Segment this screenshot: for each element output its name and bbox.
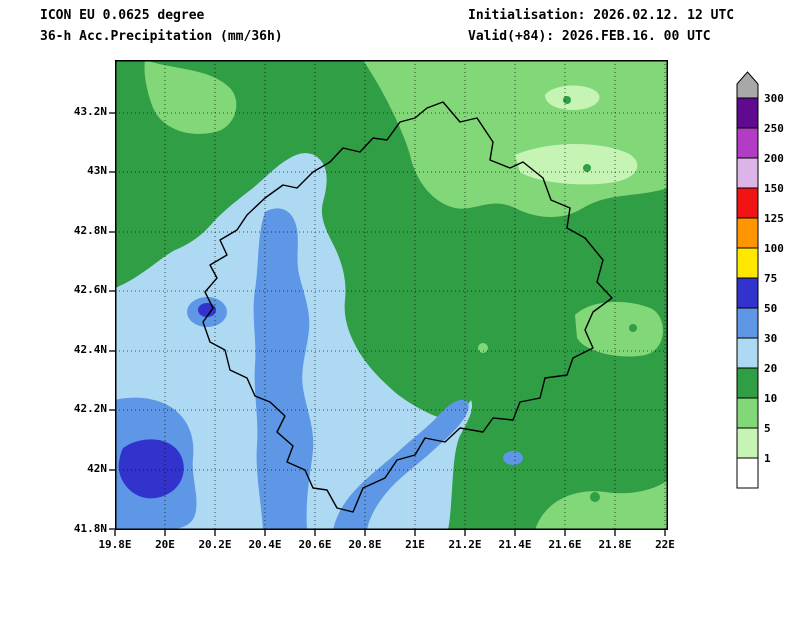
lat-tick-label: 43.2N <box>73 105 107 118</box>
legend-label: 5 <box>764 422 771 435</box>
precip-area-1-5mm-streak-small <box>545 85 600 110</box>
lat-tick-label: 42.8N <box>73 224 107 237</box>
legend-label: 1 <box>764 452 771 465</box>
valid-time: Valid(+84): 2026.FEB.16. 00 UTC <box>468 29 711 44</box>
lat-tick-label: 42.4N <box>73 343 107 356</box>
precip-spot-30-50mm <box>503 451 523 465</box>
legend-label: 20 <box>764 362 777 375</box>
legend-swatch-50-75 <box>736 277 759 309</box>
precip-max-50-75mm-west <box>198 303 216 317</box>
precip-spot-10-20mm <box>563 96 571 104</box>
lon-tick-label: 20E <box>155 538 175 551</box>
precipitation-field <box>115 60 668 530</box>
legend-label: 200 <box>764 152 784 165</box>
lon-tick-label: 20.6E <box>298 538 332 551</box>
legend-swatch-125-150 <box>736 187 759 219</box>
legend-label: 75 <box>764 272 777 285</box>
initialisation-time: Initialisation: 2026.02.12. 12 UTC <box>468 8 735 23</box>
kosovo-border-outline <box>202 101 613 513</box>
lon-tick-label: 21.4E <box>498 538 532 551</box>
legend-swatch-150-200 <box>736 157 759 189</box>
precip-spot-5-10mm <box>478 343 488 353</box>
legend-swatch-200-250 <box>736 127 759 159</box>
lat-tick-label: 42.2N <box>73 402 107 415</box>
lat-tick-label: 43N <box>87 164 107 177</box>
legend-label: 250 <box>764 122 784 135</box>
lon-tick-label: 21.6E <box>548 538 582 551</box>
precip-spot-10-20mm <box>590 492 600 502</box>
lon-tick-label: 19.8E <box>98 538 132 551</box>
legend-swatch-5-10 <box>736 397 759 429</box>
precip-area-1-5mm-streak <box>515 144 638 185</box>
legend-swatch-1-5 <box>736 427 759 459</box>
legend-swatch-75-100 <box>736 247 759 279</box>
axis-ticks <box>109 112 666 536</box>
lon-tick-label: 21E <box>405 538 425 551</box>
legend-swatch-100-125 <box>736 217 759 249</box>
legend-label: 30 <box>764 332 777 345</box>
legend-label: 100 <box>764 242 784 255</box>
legend-label: 300 <box>764 92 784 105</box>
product-title: 36-h Acc.Precipitation (mm/36h) <box>40 29 283 44</box>
color-scale-legend: 300 250 200 150 125 100 75 50 30 20 10 5… <box>736 71 784 489</box>
legend-swatch-gt300 <box>736 71 759 99</box>
precip-spot-10-20mm <box>583 164 591 172</box>
legend-swatch-20-30 <box>736 337 759 369</box>
graticule-grid <box>115 60 668 530</box>
precip-area-30-50mm-diagonal <box>333 399 469 530</box>
precip-area-5-10mm-southeast <box>535 480 668 530</box>
legend-label: 150 <box>764 182 784 195</box>
model-title: ICON EU 0.0625 degree <box>40 8 205 23</box>
lon-tick-label: 21.8E <box>598 538 632 551</box>
lon-tick-label: 20.2E <box>198 538 232 551</box>
map-frame <box>115 60 668 530</box>
lat-tick-label: 41.8N <box>73 522 107 535</box>
precip-area-5-10mm-northwest <box>144 60 237 134</box>
precip-spot-10-20mm <box>629 324 637 332</box>
precipitation-map <box>109 60 668 536</box>
legend-swatch-30-50 <box>736 307 759 339</box>
lat-tick-label: 42N <box>87 462 107 475</box>
lat-tick-label: 42.6N <box>73 283 107 296</box>
lon-tick-label: 20.4E <box>248 538 282 551</box>
lon-tick-label: 22E <box>655 538 675 551</box>
precip-max-50-75mm-southwest <box>118 439 184 499</box>
precip-area-30-50mm-band <box>253 208 314 530</box>
lon-tick-label: 20.8E <box>348 538 382 551</box>
lon-tick-label: 21.2E <box>448 538 482 551</box>
legend-swatch-250-300 <box>736 97 759 129</box>
precip-area-5-10mm-east <box>575 301 663 357</box>
legend-swatch-10-20 <box>736 367 759 399</box>
legend-label: 10 <box>764 392 777 405</box>
legend-label: 50 <box>764 302 777 315</box>
legend-label: 125 <box>764 212 784 225</box>
legend-swatch-lt1 <box>736 457 759 489</box>
